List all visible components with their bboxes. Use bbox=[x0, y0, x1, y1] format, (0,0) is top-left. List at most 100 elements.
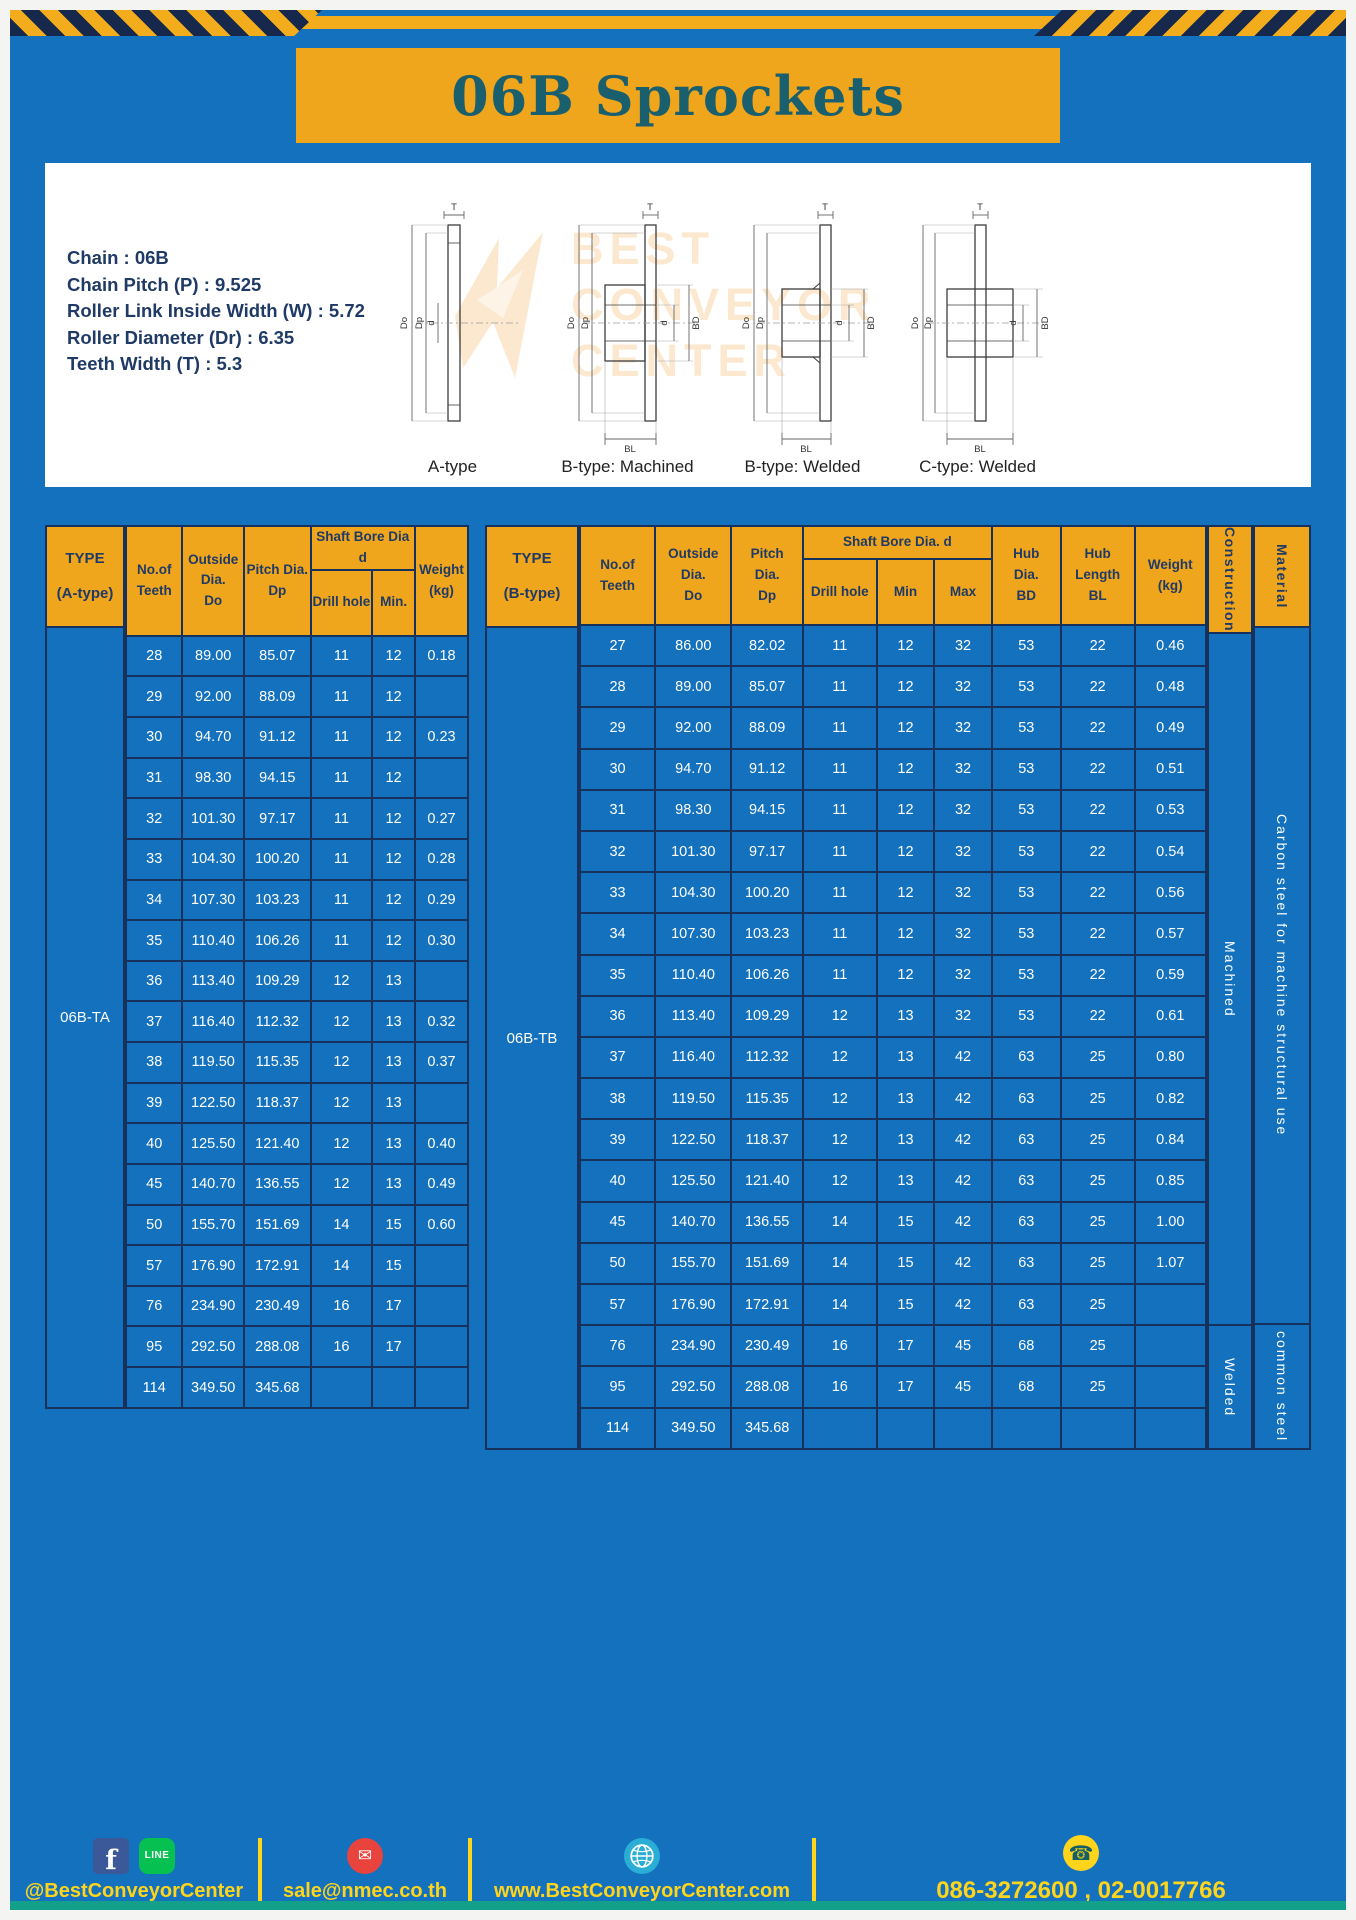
table-cell: 12 bbox=[801, 1118, 878, 1162]
table-cell: 32 bbox=[933, 706, 993, 750]
table-cell: 14 bbox=[801, 1282, 878, 1327]
table-cell: 68 bbox=[990, 1324, 1062, 1368]
table-cell: 86.00 bbox=[654, 623, 733, 668]
table-row: 35 110.40 106.26 11 12 0.30 bbox=[124, 919, 470, 962]
figure-b-type-machined: T Do Dp d bbox=[540, 177, 715, 479]
table-cell: 121.40 bbox=[730, 1159, 804, 1203]
table-cell: 45 bbox=[124, 1162, 184, 1206]
table-cell: 42 bbox=[933, 1200, 993, 1244]
type-column-b: TYPE (B-type) 06B-TB bbox=[485, 525, 579, 1450]
table-cell: 125.50 bbox=[654, 1159, 733, 1203]
table-cell: 12 bbox=[801, 1159, 878, 1203]
table-cell: 116.40 bbox=[654, 1035, 733, 1080]
table-cell: 42 bbox=[933, 1118, 993, 1162]
table-cell: 12 bbox=[801, 994, 878, 1038]
dim-label-d: d bbox=[426, 320, 437, 325]
table-cell: 63 bbox=[990, 1159, 1062, 1203]
figure-label: B-type: Welded bbox=[744, 457, 861, 476]
globe-icon bbox=[624, 1837, 660, 1874]
col-header-pitch-dia: Pitch Dia. Dp bbox=[730, 525, 804, 626]
table-cell: 36 bbox=[124, 959, 184, 1003]
col-header-max: Max bbox=[933, 558, 993, 626]
col-header-teeth: No.of Teeth bbox=[578, 525, 657, 626]
dim-label-t: T bbox=[451, 202, 457, 213]
table-cell: 42 bbox=[933, 1077, 993, 1121]
table-cell: 40 bbox=[578, 1159, 657, 1203]
table-cell: 42 bbox=[933, 1159, 993, 1203]
table-cell bbox=[1133, 1324, 1208, 1368]
table-cell: 29 bbox=[578, 706, 657, 750]
table-cell: 28 bbox=[124, 634, 184, 678]
table-cell: 45 bbox=[933, 1365, 993, 1409]
table-row: 45 140.70 136.55 12 13 0.49 bbox=[124, 1162, 470, 1206]
table-cell: 11 bbox=[801, 665, 878, 709]
mail-icon: ✉ bbox=[347, 1837, 383, 1874]
page-title: 06B Sprockets bbox=[451, 63, 905, 128]
table-cell: 37 bbox=[578, 1035, 657, 1080]
table-cell bbox=[413, 1366, 470, 1409]
table-cell: 22 bbox=[1059, 871, 1136, 915]
table-cell: 63 bbox=[990, 1077, 1062, 1121]
spec-table-b: No.of Teeth Outside Dia. Do Pitch Dia. D… bbox=[578, 525, 1208, 1451]
figure-label: C-type: Welded bbox=[919, 457, 1036, 476]
table-cell bbox=[413, 756, 470, 800]
table-cell: 13 bbox=[875, 1035, 936, 1080]
table-cell: 31 bbox=[578, 788, 657, 832]
col-header-weight: Weight (kg) bbox=[1133, 525, 1208, 626]
dim-label-bd: BD bbox=[1040, 316, 1051, 329]
table-cell: 53 bbox=[990, 912, 1062, 956]
table-cell: 112.32 bbox=[730, 1035, 804, 1080]
table-cell: 35 bbox=[578, 953, 657, 997]
table-cell: 113.40 bbox=[181, 959, 245, 1003]
hazard-stripe-left bbox=[10, 10, 322, 36]
table-b-type: TYPE (B-type) 06B-TB No.of Teeth Outside… bbox=[485, 525, 1311, 1451]
table-cell bbox=[1059, 1406, 1136, 1451]
table-cell: 97.17 bbox=[730, 829, 804, 874]
table-cell: 34 bbox=[124, 878, 184, 922]
table-cell: 288.08 bbox=[730, 1365, 804, 1409]
table-cell: 140.70 bbox=[654, 1200, 733, 1244]
table-cell bbox=[990, 1406, 1062, 1451]
table-cell: 39 bbox=[578, 1118, 657, 1162]
material-header-label: Material bbox=[1274, 544, 1290, 609]
table-row: 38 119.50 115.35 12 13 0.37 bbox=[124, 1041, 470, 1084]
table-cell: 176.90 bbox=[181, 1244, 245, 1287]
dim-label-d: d bbox=[659, 320, 670, 325]
bottom-teal-bar bbox=[10, 1901, 1346, 1910]
table-cell: 0.54 bbox=[1133, 829, 1208, 874]
figure-a-type: T Do Dp d A-type bbox=[365, 177, 540, 479]
type-column-a: TYPE (A-type) 06B-TA bbox=[45, 525, 125, 1409]
dim-label-bl: BL bbox=[624, 444, 636, 455]
table-row: 76 234.90 230.49 16 17 bbox=[124, 1284, 470, 1328]
table-cell: 11 bbox=[801, 623, 878, 668]
footer-email: sale@nmec.co.th bbox=[282, 1879, 447, 1902]
table-cell: 57 bbox=[124, 1244, 184, 1287]
table-cell: 0.80 bbox=[1133, 1035, 1208, 1080]
table-cell: 45 bbox=[578, 1200, 657, 1244]
table-cell: 100.20 bbox=[242, 837, 312, 881]
footer-website: www.BestConveyorCenter.com bbox=[493, 1879, 790, 1902]
merged-cell-label: Welded bbox=[1222, 1357, 1238, 1417]
table-cell: 38 bbox=[578, 1077, 657, 1121]
table-row: 114 349.50 345.68 bbox=[578, 1406, 1208, 1451]
table-cell: 104.30 bbox=[181, 837, 245, 881]
table-cell: 0.84 bbox=[1133, 1118, 1208, 1162]
table-cell: 121.40 bbox=[242, 1122, 312, 1165]
table-cell: 63 bbox=[990, 1200, 1062, 1244]
table-cell: 25 bbox=[1059, 1365, 1136, 1409]
table-cell: 16 bbox=[309, 1325, 374, 1369]
table-cell: 12 bbox=[875, 623, 936, 668]
table-cell: 11 bbox=[309, 756, 374, 800]
col-header-teeth: No.of Teeth bbox=[124, 525, 184, 637]
b-type-welded-drawing: T Do Dp bbox=[741, 202, 877, 455]
table-cell: 97.17 bbox=[242, 797, 312, 840]
table-cell: 155.70 bbox=[654, 1241, 733, 1286]
figure-label: B-type: Machined bbox=[561, 457, 694, 476]
table-cell: 0.46 bbox=[1133, 623, 1208, 668]
table-cell: 15 bbox=[875, 1200, 936, 1244]
table-cell: 12 bbox=[875, 912, 936, 956]
table-cell: 12 bbox=[309, 1122, 374, 1165]
figure-c-type-welded: T Do Dp d bbox=[890, 177, 1065, 479]
table-cell: 17 bbox=[371, 1284, 416, 1328]
col-header-construction: Construction bbox=[1209, 527, 1251, 635]
